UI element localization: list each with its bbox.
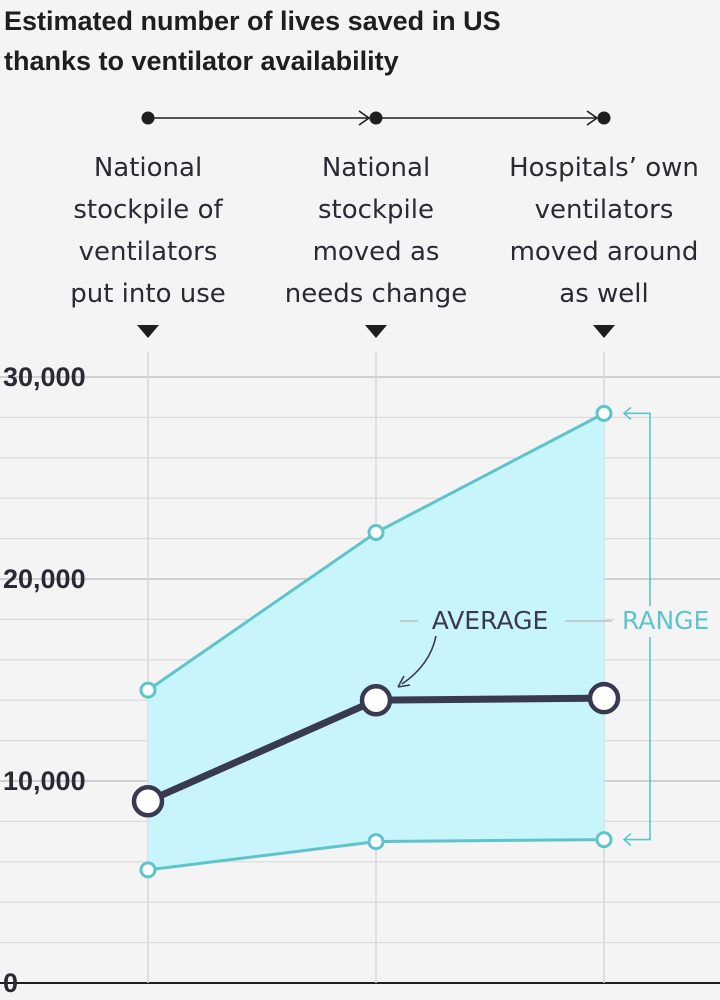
chart-title: Estimated number of lives saved in US (4, 6, 501, 36)
stage-label: National stockpile moved as needs change (285, 153, 467, 309)
timeline-arrowhead (586, 110, 599, 126)
range-upper-point (595, 404, 613, 422)
average-point (131, 784, 165, 818)
range-area (148, 413, 604, 870)
average-label: AVERAGE (432, 606, 549, 635)
average-annotation: AVERAGE (397, 606, 612, 688)
average-point (359, 683, 393, 717)
stage-pointer (137, 325, 159, 338)
stage-label-line: National (322, 153, 430, 183)
range-lower-point (367, 833, 385, 851)
stage-labels: National stockpile of ventilators put into … (70, 153, 699, 338)
y-tick-label: 30,000 (3, 362, 86, 392)
stage-label-line: moved as (313, 237, 440, 267)
stage-label-line: National (94, 153, 202, 183)
timeline-dot (597, 111, 611, 125)
stage-label-line: ventilators (535, 195, 674, 225)
range-label-bg (614, 604, 720, 638)
data-points (131, 404, 621, 879)
stage-label: Hospitals’ own ventilators moved around as … (509, 153, 699, 309)
range-lower-point (595, 831, 613, 849)
range-area-fill (148, 413, 604, 870)
average-arrow-head (397, 675, 411, 688)
chart-title-line2: thanks to ventilator availability (4, 46, 399, 76)
stage-pointer (593, 325, 615, 338)
range-label: RANGE (622, 606, 709, 635)
range-upper-point (139, 681, 157, 699)
stage-pointer (365, 325, 387, 338)
average-arrow (401, 635, 437, 685)
average-point (587, 681, 621, 715)
stage-label-line: moved around (510, 237, 699, 267)
stage-label: National stockpile of ventilators put into … (70, 153, 226, 309)
range-lower-point (139, 861, 157, 879)
range-upper-point (367, 524, 385, 542)
stage-label-line: Hospitals’ own (509, 153, 699, 183)
y-tick-label: 10,000 (3, 766, 86, 796)
range-bracket (622, 406, 651, 847)
timeline-dot (141, 111, 155, 125)
stage-timeline (141, 110, 611, 126)
stage-label-line: needs change (285, 279, 467, 309)
timeline-arrowhead (358, 110, 371, 126)
stage-label-line: stockpile (318, 195, 434, 225)
timeline-dot (369, 111, 383, 125)
stage-label-line: stockpile of (73, 195, 223, 225)
stage-label-line: put into use (70, 279, 226, 309)
stage-label-line: ventilators (79, 237, 218, 267)
y-tick-label: 20,000 (3, 564, 86, 594)
y-tick-labels: 0 10,000 20,000 30,000 (3, 362, 86, 998)
y-tick-label: 0 (3, 968, 18, 998)
range-annotation: RANGE (614, 406, 720, 847)
stage-label-line: as well (559, 279, 648, 309)
